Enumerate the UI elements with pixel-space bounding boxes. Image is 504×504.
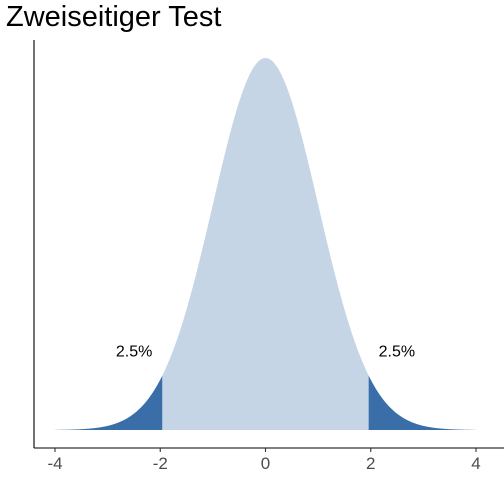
region-center (162, 58, 369, 430)
region-left-tail (55, 375, 163, 430)
region-right-tail (368, 375, 476, 430)
x-tick-label: -2 (153, 454, 168, 473)
x-tick-label: 2 (366, 454, 375, 473)
x-tick-label: 0 (261, 454, 270, 473)
x-tick-label: 4 (471, 454, 480, 473)
tail-percent-label: 2.5% (379, 344, 415, 361)
chart-title: Zweiseitiger Test (6, 1, 222, 33)
x-tick-label: -4 (47, 454, 62, 473)
tail-percent-label: 2.5% (116, 344, 152, 361)
